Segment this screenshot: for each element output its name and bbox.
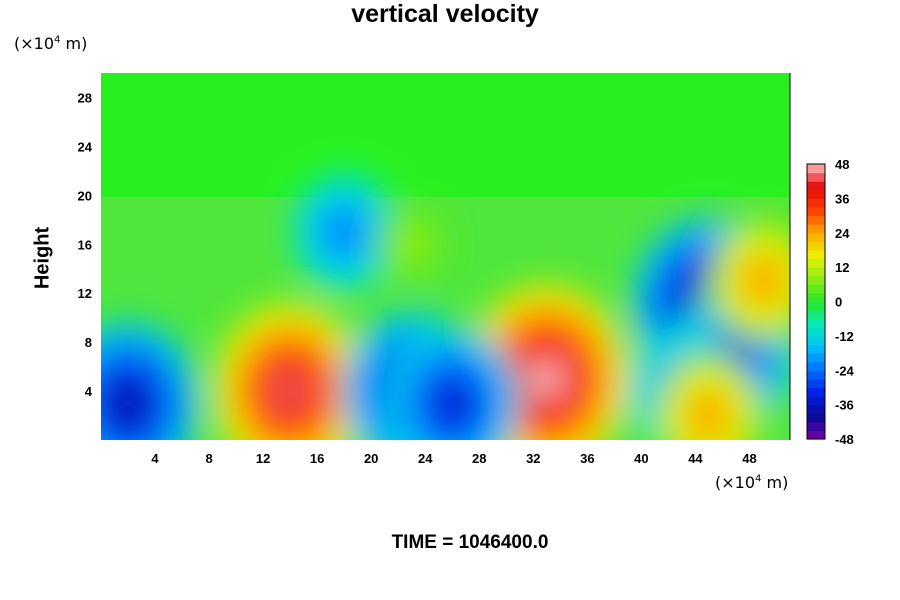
colorbar-band: [807, 189, 825, 199]
colorbar-band: [807, 164, 825, 174]
x-axis-unit: (×104 m): [715, 473, 789, 492]
x-tick-label: 24: [418, 451, 433, 466]
colorbar-band: [807, 258, 825, 268]
colorbar-band: [807, 267, 825, 277]
x-tick-label: 48: [742, 451, 756, 466]
colorbar-band: [807, 421, 825, 432]
colorbar-band: [807, 430, 825, 440]
colorbar-tick-label: 24: [835, 226, 850, 241]
colorbar-band: [807, 284, 825, 294]
field-contour: [113, 386, 143, 420]
time-label: TIME = 1046400.0: [391, 532, 549, 553]
x-tick-label: 28: [472, 451, 486, 466]
colorbar-band: [807, 232, 825, 242]
x-tick-label: 32: [526, 451, 540, 466]
x-tick-label: 40: [634, 451, 648, 466]
colorbar-band: [807, 378, 825, 389]
field-contour: [698, 402, 720, 429]
field-contour: [752, 268, 774, 294]
colorbar-band: [807, 215, 825, 225]
field-contour: [438, 387, 466, 419]
colorbar-band: [807, 310, 825, 320]
field-feature: [708, 218, 790, 344]
colorbar-band: [807, 241, 825, 251]
colorbar-tick-label: -48: [835, 432, 854, 447]
chart-title: vertical velocity: [351, 0, 539, 28]
field-feature: [101, 320, 200, 440]
y-tick-label: 28: [78, 90, 92, 105]
field-feature: [292, 172, 397, 292]
y-tick-label: 4: [85, 384, 93, 399]
colorbar-band: [807, 275, 825, 285]
field-feature: [377, 204, 447, 284]
field-contour: [530, 359, 564, 398]
colorbar-band: [807, 206, 825, 217]
field-contour: [404, 236, 419, 253]
x-tick-label: 44: [688, 451, 703, 466]
colorbar-tick-label: 48: [835, 157, 849, 172]
colorbar-band: [807, 335, 825, 346]
x-tick-label: 4: [151, 451, 159, 466]
colorbar-band: [807, 292, 825, 303]
colorbar-band: [807, 198, 825, 208]
colorbar-band: [807, 181, 825, 191]
x-tick-label: 20: [364, 451, 378, 466]
colorbar-tick-label: 36: [835, 191, 849, 206]
x-tick-label: 12: [256, 451, 270, 466]
colorbar-band: [807, 172, 825, 182]
colorbar-band: [807, 301, 825, 311]
colorbar-tick-label: -36: [835, 398, 854, 413]
x-tick-label: 8: [205, 451, 212, 466]
colorbar-band: [807, 327, 825, 337]
colorbar-band: [807, 224, 825, 234]
upper-layer: [101, 73, 790, 197]
y-tick-label: 24: [78, 139, 93, 154]
colorbar-band: [807, 387, 825, 397]
colorbar-tick-label: -24: [835, 363, 855, 378]
colorbar-band: [807, 353, 825, 363]
y-tick-label: 16: [78, 237, 92, 252]
colorbar-band: [807, 249, 825, 260]
colorbar-band: [807, 318, 825, 328]
field-feature: [213, 302, 368, 440]
colorbar-band: [807, 396, 825, 406]
colorbar-band: [807, 413, 825, 423]
colorbar-tick-label: 0: [835, 295, 842, 310]
colorbar-band: [807, 370, 825, 380]
field-contour: [333, 220, 355, 244]
colorbar-tick-label: -12: [835, 329, 854, 344]
colorbar-band: [807, 404, 825, 414]
colorbar-band: [807, 344, 825, 354]
x-tick-label: 16: [310, 451, 324, 466]
x-tick-label: 36: [580, 451, 594, 466]
y-tick-label: 12: [78, 286, 92, 301]
field-feature: [654, 352, 764, 440]
field-contour: [274, 373, 306, 409]
y-axis-unit: (×104 m): [14, 34, 88, 53]
colorbar-band: [807, 361, 825, 371]
colorbar-tick-label: 12: [835, 260, 849, 275]
field-feature: [385, 326, 520, 440]
colorbar-frame: [806, 163, 826, 440]
field-feature: [464, 284, 629, 440]
y-tick-label: 8: [85, 335, 92, 350]
y-tick-label: 20: [78, 188, 92, 203]
